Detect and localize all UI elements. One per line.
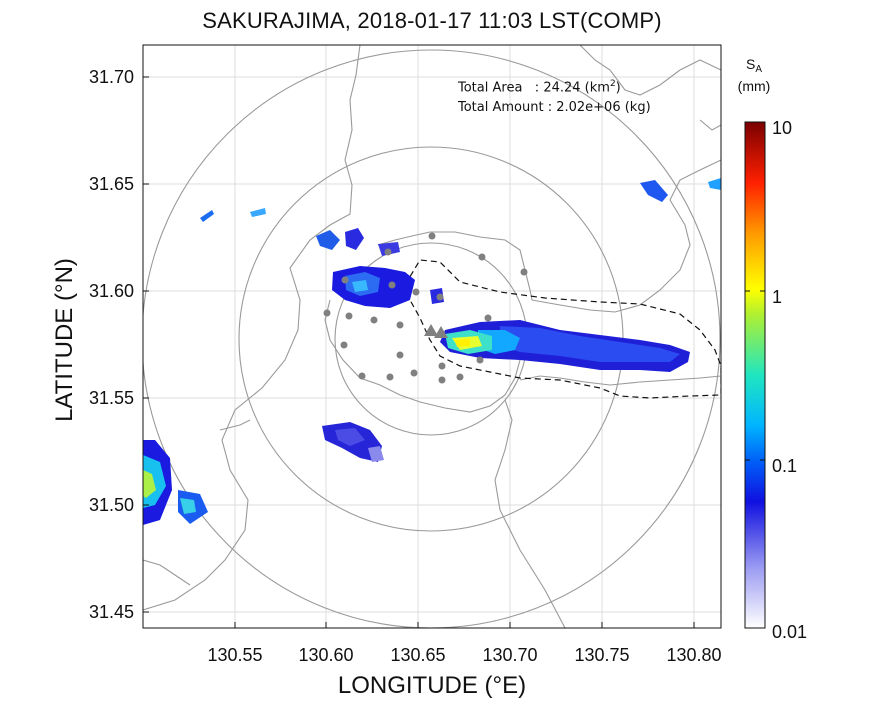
total-area-close: )	[615, 80, 621, 96]
colorbar-tick-label: 10	[772, 118, 792, 138]
grid	[143, 45, 721, 628]
total-amount-text: Total Amount : 2.02e+06 (kg)	[458, 100, 651, 116]
y-tick-label: 31.45	[89, 602, 134, 622]
hazard-boundary	[404, 259, 721, 399]
ash-patch-west	[143, 440, 208, 525]
y-tick-label: 31.65	[89, 174, 134, 194]
ash-plume	[440, 320, 690, 372]
ash-patch-scattered	[200, 178, 721, 222]
colorbar-title: SA (mm)	[728, 56, 780, 95]
x-axis-label: LONGITUDE (°E)	[337, 672, 527, 699]
x-tick-label: 130.55	[207, 645, 262, 665]
colorbar-tick-labels: 10 1 0.1 0.01	[772, 118, 807, 642]
colorbar-tick-label: 0.1	[772, 456, 797, 476]
colorbar-title-sub: A	[755, 64, 762, 75]
axis-ticks	[143, 76, 695, 628]
totals-annotation: Total Area : 24.24 (km2) Total Amount : …	[458, 74, 651, 118]
y-tick-label: 31.70	[89, 67, 134, 87]
colorbar-unit: (mm)	[737, 78, 771, 94]
x-tick-label: 130.70	[482, 645, 537, 665]
volcano-vent-icon	[424, 324, 448, 338]
plot-frame	[142, 44, 722, 629]
range-ring-outer	[143, 49, 721, 628]
observation-stations	[323, 232, 528, 384]
coastline	[143, 45, 721, 628]
ash-patch-north	[316, 228, 444, 308]
x-tick-label: 130.60	[298, 645, 353, 665]
x-tick-labels: 130.55 130.60 130.65 130.70 130.75 130.8…	[207, 645, 721, 665]
x-tick-label: 130.75	[574, 645, 629, 665]
colorbar-tick-label: 1	[772, 287, 782, 307]
total-area-exponent: 2	[609, 79, 616, 89]
map-title: SAKURAJIMA, 2018-01-17 11:03 LST(COMP)	[202, 8, 662, 33]
range-rings	[143, 49, 721, 628]
y-axis-label: LATITUDE (°N)	[51, 258, 78, 422]
colorbar-tick-label: 0.01	[772, 622, 807, 642]
y-tick-labels: 31.70 31.65 31.60 31.55 31.50 31.45	[89, 67, 134, 622]
colorbar-ticks	[745, 290, 765, 461]
x-tick-label: 130.65	[390, 645, 445, 665]
y-tick-label: 31.55	[89, 388, 134, 408]
colorbar-title-main: S	[745, 56, 756, 72]
x-tick-label: 130.80	[666, 645, 721, 665]
ash-patch-south	[322, 422, 384, 462]
y-tick-label: 31.50	[89, 495, 134, 515]
total-area-text: Total Area : 24.24 (km	[458, 80, 610, 96]
colorbar	[744, 121, 766, 629]
y-tick-label: 31.60	[89, 281, 134, 301]
